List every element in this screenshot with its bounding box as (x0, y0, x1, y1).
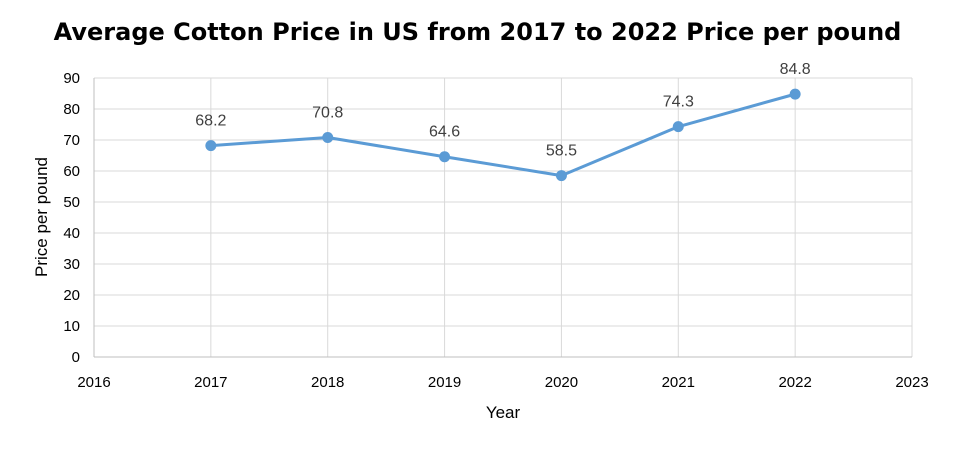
chart-title: Average Cotton Price in US from 2017 to … (53, 18, 902, 46)
data-label: 68.2 (195, 113, 226, 130)
x-tick-label: 2023 (895, 374, 928, 391)
gridlines (94, 77, 913, 357)
series-line (209, 92, 797, 178)
data-label: 84.8 (780, 61, 811, 78)
data-point (205, 140, 217, 152)
data-point (322, 132, 334, 144)
y-tick-label: 40 (63, 225, 80, 242)
x-tick-label: 2017 (194, 374, 227, 391)
data-label: 64.6 (429, 124, 460, 141)
y-tick-label: 60 (63, 163, 80, 180)
x-tick-label: 2019 (428, 374, 461, 391)
y-tick-label: 10 (63, 318, 80, 335)
data-point (672, 121, 684, 133)
y-tick-label: 0 (72, 349, 80, 366)
data-label: 58.5 (546, 143, 577, 160)
y-tick-label: 20 (63, 287, 80, 304)
x-tick-label: 2022 (778, 374, 811, 391)
y-tick-label: 30 (63, 256, 80, 273)
data-label: 74.3 (663, 94, 694, 111)
y-axis-label: Price per pound (32, 157, 51, 277)
x-tick-label: 2016 (77, 374, 110, 391)
data-point (439, 151, 451, 163)
y-tick-label: 70 (63, 132, 80, 149)
y-tick-label: 80 (63, 101, 80, 118)
y-tick-label: 50 (63, 194, 80, 211)
axes (93, 78, 912, 358)
data-point (555, 170, 567, 182)
x-axis-label: Year (486, 403, 521, 422)
x-tick-label: 2020 (545, 374, 578, 391)
y-axis-ticks: 0 10 20 30 40 50 60 70 80 90 (63, 70, 80, 366)
series-layer: 68.2 70.8 64.6 58.5 74.3 84.8 (195, 61, 811, 182)
data-point (789, 88, 801, 100)
x-tick-label: 2021 (662, 374, 695, 391)
y-tick-label: 90 (63, 70, 80, 87)
x-axis-ticks: 2016 2017 2018 2019 2020 2021 2022 2023 (77, 374, 928, 391)
data-label: 70.8 (312, 105, 343, 122)
x-tick-label: 2018 (311, 374, 344, 391)
